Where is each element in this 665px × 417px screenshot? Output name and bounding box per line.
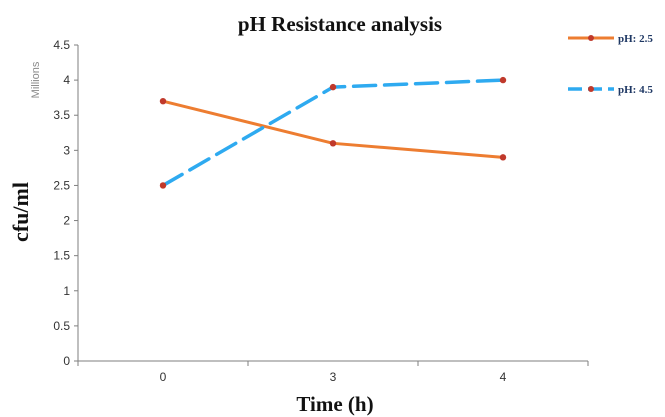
- series-layer: [159, 76, 507, 189]
- y-tick-label: 3.5: [53, 108, 70, 122]
- x-tick-label: 0: [160, 370, 167, 384]
- y-tick-label: 2: [63, 214, 70, 228]
- y-units-label: Millions: [30, 61, 42, 98]
- y-tick-label: 4: [63, 73, 70, 87]
- series-2-point: [499, 76, 507, 84]
- legend: pH: 2.5 pH: 4.5: [568, 33, 653, 96]
- chart-title: pH Resistance analysis: [238, 12, 442, 36]
- y-axis-label: cfu/ml: [8, 182, 33, 242]
- x-tick-label: 3: [330, 370, 337, 384]
- y-tick-label: 1: [63, 284, 70, 298]
- legend-label-2: pH: 4.5: [618, 84, 653, 96]
- series-line-2: [161, 78, 505, 188]
- y-ticks: 0 0.5 1 1.5 2 2.5 3 3.5 4 4.5: [53, 38, 78, 368]
- x-tick-label: 4: [500, 370, 507, 384]
- legend-label-1: pH: 2.5: [618, 33, 653, 45]
- legend-marker-1: [588, 35, 594, 41]
- series-2-point: [329, 83, 337, 91]
- x-axis-label: Time (h): [296, 392, 373, 416]
- series-1-point: [329, 140, 337, 147]
- y-tick-label: 1.5: [53, 249, 70, 263]
- x-ticks: 0 3 4: [77, 361, 589, 384]
- y-tick-label: 2.5: [53, 178, 70, 192]
- y-tick-label: 0.5: [53, 319, 70, 333]
- y-tick-label: 0: [63, 354, 70, 368]
- y-tick-label: 3: [63, 143, 70, 157]
- legend-marker-2: [588, 86, 594, 92]
- series-line-1: [161, 99, 505, 159]
- series-2-point: [159, 182, 167, 189]
- y-tick-label: 4.5: [53, 38, 70, 52]
- series-1-point: [499, 154, 507, 161]
- series-1-point: [159, 97, 167, 105]
